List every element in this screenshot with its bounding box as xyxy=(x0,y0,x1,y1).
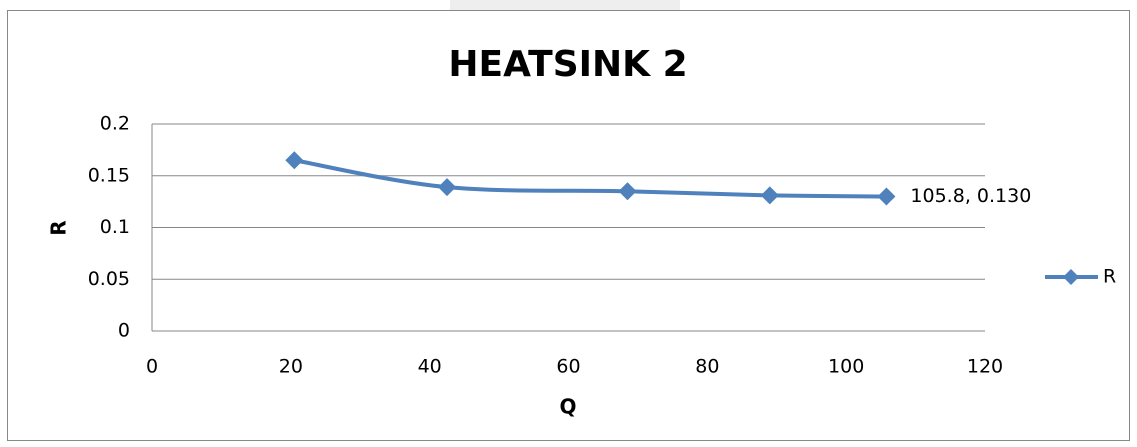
y-tick-label: 0 xyxy=(118,320,130,342)
y-tick-label: 0.2 xyxy=(100,113,130,135)
y-tick-label: 0.15 xyxy=(88,164,130,186)
legend-label: R xyxy=(1103,266,1116,288)
x-tick-label: 40 xyxy=(418,356,442,378)
chart-title: HEATSINK 2 xyxy=(448,44,687,85)
x-tick-label: 120 xyxy=(967,356,1003,378)
data-label: 105.8, 0.130 xyxy=(910,185,1031,207)
data-point xyxy=(438,178,457,197)
top-decoration xyxy=(450,0,680,10)
legend-marker xyxy=(1063,269,1079,285)
data-point xyxy=(760,186,779,205)
y-tick-label: 0.05 xyxy=(88,268,130,290)
data-point xyxy=(618,182,637,201)
x-tick-label: 20 xyxy=(279,356,303,378)
y-tick-label: 0.1 xyxy=(100,216,130,238)
x-axis-title: Q xyxy=(559,395,576,419)
series-line xyxy=(293,158,887,199)
data-point xyxy=(877,187,896,206)
chart-frame xyxy=(7,10,1130,441)
x-tick-label: 100 xyxy=(828,356,864,378)
x-tick-label: 0 xyxy=(146,356,158,378)
x-tick-label: 60 xyxy=(556,356,580,378)
y-axis-title: R xyxy=(47,220,71,235)
data-point xyxy=(285,151,304,170)
x-tick-label: 80 xyxy=(695,356,719,378)
